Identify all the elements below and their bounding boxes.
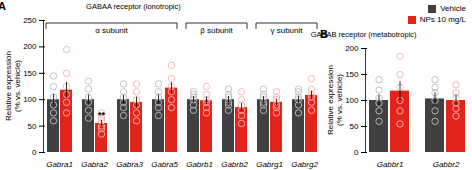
svg-text:Gabra2: Gabra2 bbox=[81, 160, 108, 169]
svg-text:Gabrb2: Gabrb2 bbox=[221, 160, 248, 169]
html-text:Vehicle: Vehicle bbox=[440, 4, 466, 13]
svg-text:0: 0 bbox=[32, 148, 37, 157]
svg-text:GABAA receptor (ionotropic): GABAA receptor (ionotropic) bbox=[86, 2, 181, 11]
svg-text:Gabrb1: Gabrb1 bbox=[186, 160, 213, 169]
svg-text:α subunit: α subunit bbox=[95, 26, 128, 35]
svg-text:50: 50 bbox=[350, 122, 359, 131]
svg-text:β subunit: β subunit bbox=[200, 26, 233, 35]
svg-text:(% vs. vehicle): (% vs. vehicle) bbox=[335, 74, 344, 126]
svg-text:Gabrg2: Gabrg2 bbox=[291, 160, 318, 169]
svg-text:250: 250 bbox=[23, 16, 37, 25]
svg-text:Gabbr2: Gabbr2 bbox=[433, 160, 460, 169]
svg-text:Relative expression: Relative expression bbox=[4, 51, 13, 121]
svg-text:Gabra5: Gabra5 bbox=[151, 160, 178, 169]
svg-text:50: 50 bbox=[28, 122, 37, 131]
svg-text:Gabrg1: Gabrg1 bbox=[256, 160, 283, 169]
svg-text:Gabra1: Gabra1 bbox=[46, 160, 73, 169]
svg-text:100: 100 bbox=[345, 96, 359, 105]
svg-text:γ subunit: γ subunit bbox=[270, 26, 303, 35]
svg-text:Gabra3: Gabra3 bbox=[116, 160, 143, 169]
svg-text:0: 0 bbox=[354, 148, 359, 157]
html-text:NPs 10 mg/L: NPs 10 mg/L bbox=[419, 15, 466, 24]
svg-text:(% vs. vehicle): (% vs. vehicle) bbox=[13, 60, 22, 112]
svg-text:GABAB receptor (metabotropic): GABAB receptor (metabotropic) bbox=[311, 30, 417, 39]
svg-text:A: A bbox=[0, 0, 6, 12]
svg-text:200: 200 bbox=[345, 44, 359, 53]
svg-text:150: 150 bbox=[345, 70, 359, 79]
svg-text:200: 200 bbox=[23, 42, 37, 51]
svg-text:150: 150 bbox=[23, 69, 37, 78]
svg-text:Gabbr1: Gabbr1 bbox=[377, 160, 404, 169]
svg-text:100: 100 bbox=[23, 95, 37, 104]
svg-text:**: ** bbox=[98, 110, 106, 120]
svg-text:Relative expression: Relative expression bbox=[326, 65, 335, 135]
